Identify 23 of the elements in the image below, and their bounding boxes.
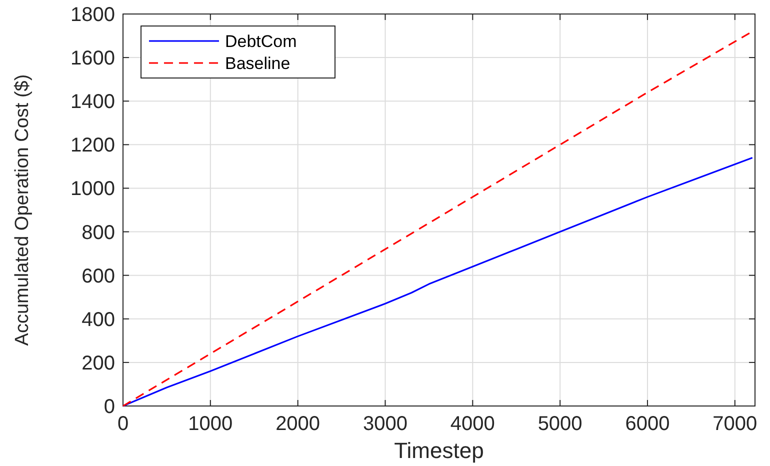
y-tick-label: 0 xyxy=(104,396,115,418)
x-tick-label: 4000 xyxy=(450,413,495,435)
x-tick-label: 5000 xyxy=(538,413,582,435)
line-series xyxy=(122,156,754,407)
y-tick-label: 400 xyxy=(82,308,115,331)
y-tick-label: 1000 xyxy=(70,178,115,200)
y-axis-title: Accumulated Operation Cost ($) xyxy=(12,74,33,346)
x-tick-label: 0 xyxy=(117,413,129,435)
legend-label: DebtCom xyxy=(225,32,297,51)
y-tick-label: 1600 xyxy=(70,48,115,70)
y-tick-label: 1400 xyxy=(70,91,115,114)
y-tick-label: 800 xyxy=(82,222,115,244)
x-tick-label: 3000 xyxy=(362,413,408,435)
y-tick-label: 600 xyxy=(82,265,115,288)
y-tick-label: 1800 xyxy=(70,4,115,26)
x-tick-label: 2000 xyxy=(276,413,320,435)
x-axis-title: Timestep xyxy=(394,438,484,463)
x-tick-label: 7000 xyxy=(712,413,758,435)
x-tick-label: 1000 xyxy=(188,413,233,435)
x-tick-label: 6000 xyxy=(625,413,670,435)
y-tick-label: 200 xyxy=(82,352,115,374)
legend-label: Baseline xyxy=(225,54,290,73)
y-tick-label: 1200 xyxy=(70,134,115,157)
